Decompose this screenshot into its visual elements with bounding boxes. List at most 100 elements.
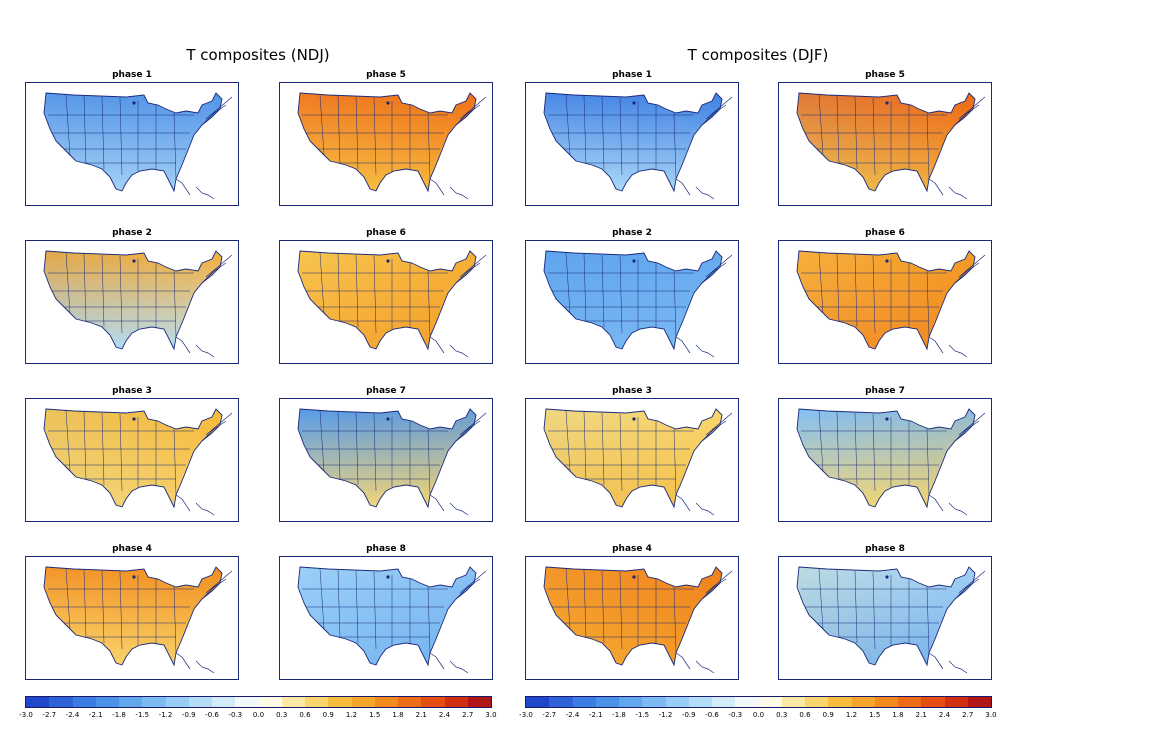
map-panel — [778, 398, 992, 522]
colorbar-tick-label: 2.7 — [962, 711, 974, 719]
colorbar-segment — [72, 697, 96, 707]
map-panel — [525, 398, 739, 522]
colorbar-tick-label: 2.1 — [415, 711, 427, 719]
colorbar-segment — [374, 697, 398, 707]
panel-title: phase 7 — [366, 386, 406, 396]
colorbar-tick-label: -0.3 — [728, 711, 743, 719]
colorbar-segment — [258, 697, 282, 707]
colorbar-tick-label: 1.5 — [869, 711, 881, 719]
colorbar-segment — [595, 697, 619, 707]
colorbar-tick-label: -2.4 — [565, 711, 580, 719]
colorbar-segment — [49, 697, 73, 707]
colorbar-segment — [142, 697, 166, 707]
colorbar-tick-label: 3.0 — [985, 711, 997, 719]
map-panel — [25, 240, 239, 364]
map-panel — [279, 556, 493, 680]
colorbar-segment — [305, 697, 329, 707]
colorbar-tick-label: -0.9 — [181, 711, 196, 719]
colorbar-tick-label: -0.3 — [228, 711, 243, 719]
map-panel — [279, 398, 493, 522]
panel-title: phase 8 — [366, 544, 406, 554]
panel-title: phase 5 — [366, 70, 406, 80]
colorbar-tick-label: 0.9 — [322, 711, 334, 719]
colorbar-segment — [712, 697, 736, 707]
colorbar-tick-label: 1.5 — [369, 711, 381, 719]
colorbar-segment — [967, 697, 991, 707]
map-panel — [525, 240, 739, 364]
colorbar-tick-label: 0.6 — [299, 711, 311, 719]
colorbar-tick-label: 0.3 — [776, 711, 788, 719]
map-panel — [778, 82, 992, 206]
colorbar-tick-label: 0.6 — [799, 711, 811, 719]
panel-title: phase 4 — [112, 544, 152, 554]
colorbar-tick-label: -0.9 — [681, 711, 696, 719]
map-panel — [279, 82, 493, 206]
colorbar-ticks-djf: -3.0 -2.7 -2.4 -2.1 -1.8 -1.5 -1.2 -0.9 -0.6 -0.3… — [519, 711, 996, 721]
colorbar-tick-label: 1.8 — [892, 711, 904, 719]
colorbar-tick-label: 2.4 — [938, 711, 951, 719]
colorbar-segment — [235, 697, 259, 707]
figure-title-ndj: T composites (NDJ) — [186, 46, 330, 64]
colorbar-segment — [467, 697, 491, 707]
colorbar-tick-label: -0.6 — [705, 711, 719, 719]
colorbar-tick-label: 0.0 — [252, 711, 265, 719]
colorbar-tick-label: 3.0 — [485, 711, 497, 719]
colorbar-segment — [212, 697, 236, 707]
map-panel — [778, 240, 992, 364]
colorbar-ticks-ndj: -3.0 -2.7 -2.4 -2.1 -1.8 -1.5 -1.2 -0.9 -0.6 -0.3… — [19, 711, 496, 721]
panel-title: phase 6 — [865, 228, 905, 238]
panel-title: phase 2 — [112, 228, 152, 238]
colorbar-segment — [758, 697, 782, 707]
colorbar-segment — [851, 697, 875, 707]
colorbar-segment — [781, 697, 805, 707]
colorbar-tick-label: 0.0 — [752, 711, 765, 719]
colorbar-tick-label: 2.4 — [438, 711, 451, 719]
map-panel — [25, 556, 239, 680]
panel-title: phase 3 — [112, 386, 152, 396]
colorbar-tick-label: 1.2 — [845, 711, 858, 719]
colorbar-segment — [805, 697, 829, 707]
colorbar-segment — [351, 697, 375, 707]
colorbar-tick-label: -1.8 — [112, 711, 126, 719]
colorbar-segment — [328, 697, 352, 707]
map-panel — [25, 82, 239, 206]
colorbar-segment — [921, 697, 945, 707]
map-panel — [279, 240, 493, 364]
colorbar-tick-label: -1.2 — [158, 711, 173, 719]
panel-title: phase 5 — [865, 70, 905, 80]
colorbar-tick-label: 1.2 — [345, 711, 358, 719]
colorbar-tick-label: -1.2 — [658, 711, 673, 719]
colorbar-segment — [398, 697, 422, 707]
colorbar-tick-label: 1.8 — [392, 711, 404, 719]
panel-title: phase 1 — [112, 70, 152, 80]
colorbar-segment — [665, 697, 689, 707]
colorbar-segment — [26, 697, 50, 707]
colorbar-segment — [572, 697, 596, 707]
colorbar-segment — [688, 697, 712, 707]
panel-title: phase 1 — [612, 70, 652, 80]
colorbar-tick-label: -1.5 — [635, 711, 650, 719]
colorbar-tick-label: -2.7 — [42, 711, 57, 719]
panel-title: phase 7 — [865, 386, 905, 396]
panel-title: phase 4 — [612, 544, 652, 554]
colorbar-tick-label: 2.1 — [915, 711, 927, 719]
colorbar-segment — [165, 697, 189, 707]
colorbar-tick-label: -3.0 — [519, 711, 533, 719]
map-panel — [525, 556, 739, 680]
map-panel — [525, 82, 739, 206]
colorbar-segment — [619, 697, 643, 707]
colorbar-tick-label: -1.8 — [612, 711, 626, 719]
panel-title: phase 3 — [612, 386, 652, 396]
colorbar-tick-label: -2.1 — [588, 711, 603, 719]
colorbar-segment — [119, 697, 143, 707]
colorbar-segment — [874, 697, 898, 707]
colorbar-segment — [95, 697, 119, 707]
colorbar-segment — [188, 697, 212, 707]
colorbar-tick-label: -2.1 — [88, 711, 103, 719]
colorbar-tick-label: -3.0 — [19, 711, 33, 719]
panel-title: phase 8 — [865, 544, 905, 554]
colorbar-segment — [549, 697, 573, 707]
colorbar-segment — [735, 697, 759, 707]
colorbar-segment — [421, 697, 445, 707]
colorbar-tick-label: -1.5 — [135, 711, 150, 719]
